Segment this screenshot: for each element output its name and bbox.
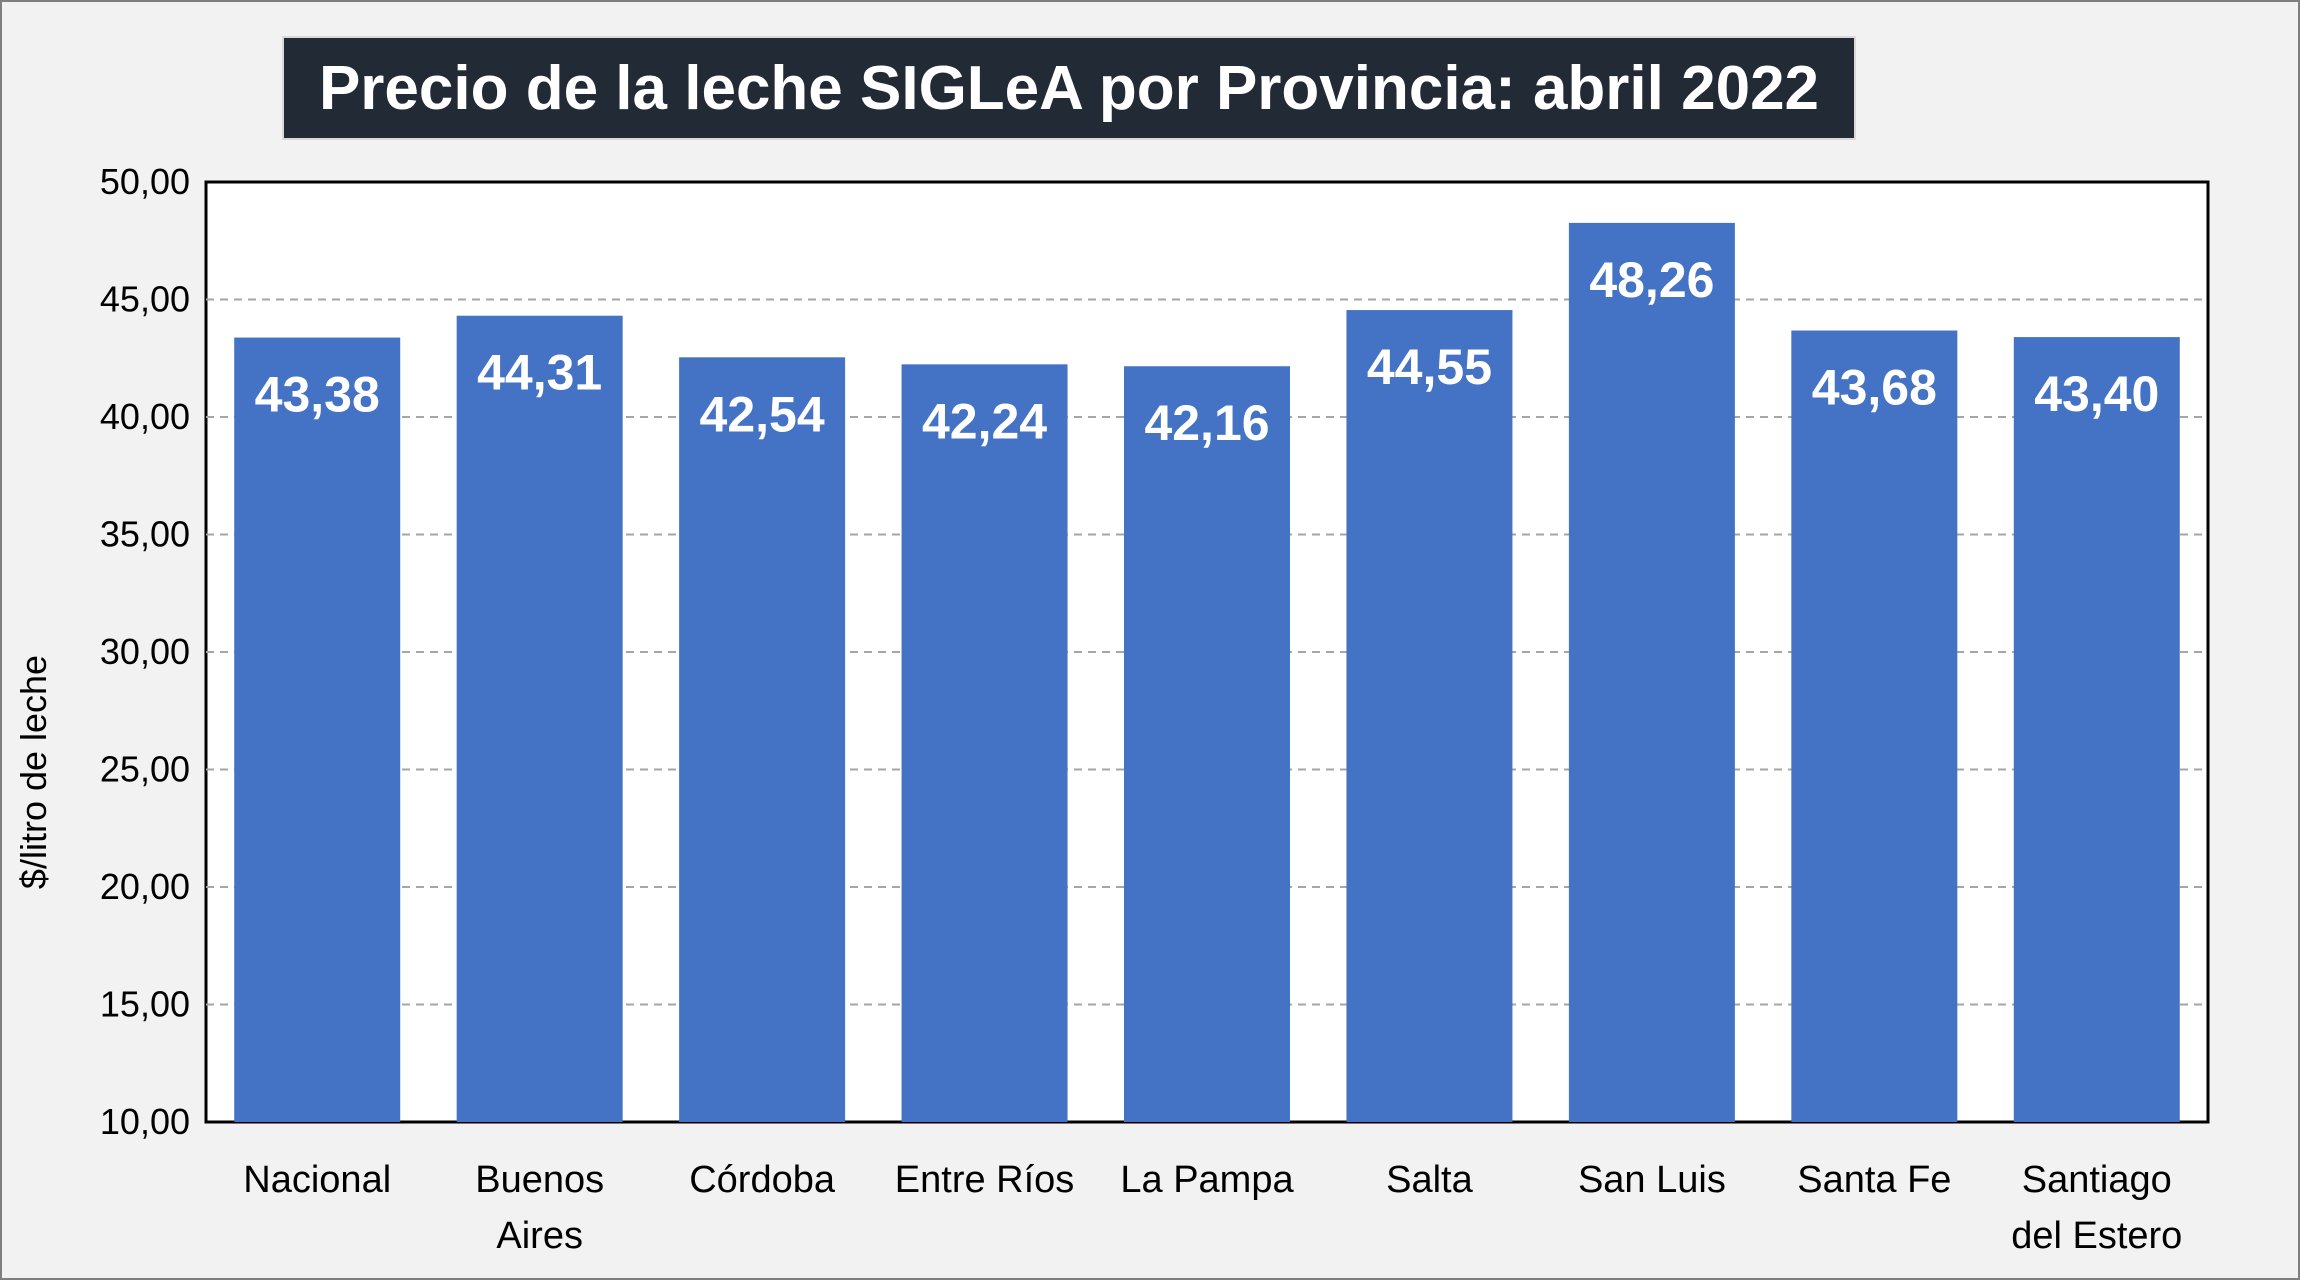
y-axis-ticks: 10,00 15,00 20,00 25,00 30,00 35,00 40,00 45,00… <box>100 161 190 1142</box>
category-label: Santa Fe <box>1797 1159 1951 1201</box>
bar-value-label: 43,68 <box>1812 360 1937 416</box>
bar <box>1346 310 1513 1122</box>
chart-title-box: Precio de la leche SIGLeA por Provincia:… <box>282 36 1856 140</box>
chart-title: Precio de la leche SIGLeA por Provincia:… <box>318 53 1820 123</box>
category-label: Entre Ríos <box>895 1159 1075 1201</box>
bar-value-label: 42,16 <box>1144 395 1269 451</box>
bar-value-label: 42,54 <box>700 386 825 442</box>
y-tick-label: 35,00 <box>100 514 190 555</box>
bar <box>1124 366 1290 1122</box>
bar <box>456 315 623 1123</box>
y-tick-label: 25,00 <box>100 749 190 790</box>
y-tick-label: 45,00 <box>100 279 190 320</box>
bar <box>901 364 1068 1122</box>
bar <box>679 357 846 1122</box>
category-label: San Luis <box>1578 1159 1726 1201</box>
y-tick-label: 30,00 <box>100 631 190 672</box>
bar-value-label: 43,38 <box>255 367 380 423</box>
x-axis-labels: Nacional Buenos Aires Córdoba Entre Ríos La P… <box>243 1159 2182 1257</box>
category-label: del Estero <box>2011 1215 2182 1257</box>
bar-value-label: 48,26 <box>1589 252 1714 308</box>
bar-value-label: 44,31 <box>477 345 602 401</box>
category-label: La Pampa <box>1120 1159 1294 1201</box>
bar-value-label: 44,55 <box>1367 339 1492 395</box>
category-label: Aires <box>496 1215 583 1257</box>
bar-value-label: 42,24 <box>922 393 1047 449</box>
bar <box>2013 337 2180 1123</box>
category-label: Salta <box>1386 1159 1473 1201</box>
bars: 43,38 44,31 42,54 42,24 42,16 44,55 48,26 43,68… <box>234 222 2180 1123</box>
y-axis-title: $/litro de leche <box>13 655 54 889</box>
bar <box>1791 330 1958 1122</box>
category-label: Córdoba <box>689 1159 836 1201</box>
y-tick-label: 15,00 <box>100 984 190 1025</box>
y-tick-label: 10,00 <box>100 1101 190 1142</box>
y-tick-label: 20,00 <box>100 866 190 907</box>
category-label: Santiago <box>2022 1159 2172 1201</box>
y-tick-label: 50,00 <box>100 161 190 202</box>
category-label: Buenos <box>475 1159 604 1201</box>
category-label: Nacional <box>243 1159 391 1201</box>
bar <box>1568 222 1735 1122</box>
bar <box>234 337 401 1122</box>
bar-value-label: 43,40 <box>2034 366 2159 422</box>
y-tick-label: 40,00 <box>100 396 190 437</box>
